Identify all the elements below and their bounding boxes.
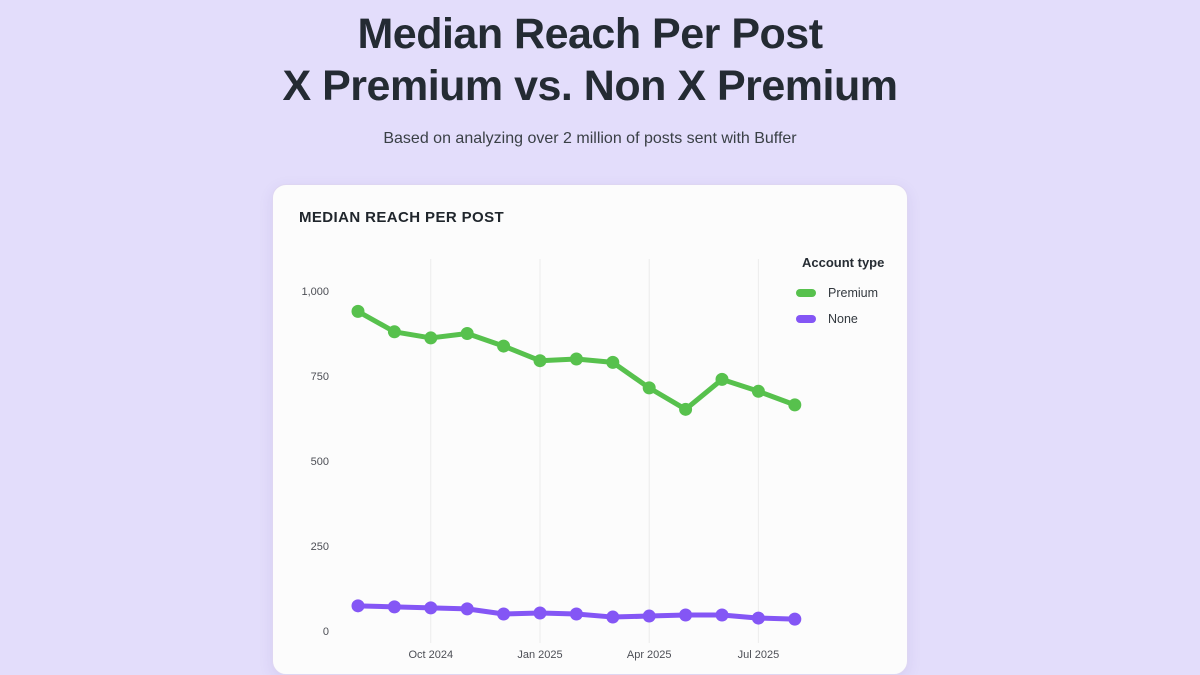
none-data-point [606, 610, 620, 624]
none-data-point [351, 599, 365, 613]
none-data-point [569, 607, 583, 621]
none-data-point [715, 608, 729, 622]
page-title: Median Reach Per Post X Premium vs. Non … [240, 8, 940, 112]
none-data-point [642, 609, 656, 623]
none-data-point [497, 607, 511, 621]
premium-data-point [788, 398, 802, 412]
premium-data-point [642, 381, 656, 395]
page-title-line-1: Median Reach Per Post [357, 10, 823, 58]
page-title-line-2: X Premium vs. Non X Premium [282, 62, 898, 110]
none-data-point [679, 608, 693, 622]
premium-swatch [796, 289, 816, 297]
none-data-point [387, 600, 401, 614]
legend-item-none: None [796, 306, 906, 332]
premium-data-point [751, 384, 765, 398]
premium-data-point [569, 352, 583, 366]
legend-title: Account type [802, 255, 885, 270]
y-axis-tick-label: 1,000 [301, 286, 329, 298]
y-axis-tick-label: 500 [311, 456, 329, 468]
premium-data-point [497, 339, 511, 353]
chart-card: MEDIAN REACH PER POST 1,000 750 500 250 0 Oct… [272, 184, 908, 675]
none-data-point [533, 606, 547, 620]
page-header: Median Reach Per Post X Premium vs. Non … [240, 8, 940, 148]
premium-data-point [606, 355, 620, 369]
x-axis-tick-label: Jan 2025 [517, 649, 562, 661]
premium-data-point [715, 372, 729, 386]
y-axis-tick-label: 750 [311, 371, 329, 383]
none-data-point [788, 612, 802, 626]
legend-label-premium: Premium [828, 286, 879, 300]
x-axis-tick-label: Apr 2025 [627, 649, 672, 661]
premium-data-point [351, 304, 365, 318]
page-subtitle: Based on analyzing over 2 million of pos… [383, 130, 797, 147]
y-axis-tick-label: 0 [323, 626, 329, 638]
legend-item-premium: Premium [796, 280, 906, 306]
legend-label-none: None [828, 312, 858, 326]
chart-title: MEDIAN REACH PER POST [299, 209, 505, 226]
x-axis-tick-label: Jul 2025 [738, 649, 780, 661]
none-data-point [424, 601, 438, 615]
y-axis-tick-label: 250 [311, 541, 329, 553]
premium-data-point [424, 331, 438, 345]
premium-data-point [679, 402, 693, 416]
premium-data-point [387, 325, 401, 339]
none-data-point [460, 602, 474, 616]
premium-data-point [460, 327, 474, 340]
premium-data-point [533, 354, 547, 368]
none-data-point [751, 611, 765, 625]
line-chart: 1,000 750 500 250 0 Oct 2024 Jan 2025 Apr 2025 J… [301, 259, 802, 661]
none-swatch [796, 315, 816, 323]
chart-legend: Account type Premium None [796, 255, 906, 332]
x-axis-tick-label: Oct 2024 [408, 649, 453, 661]
